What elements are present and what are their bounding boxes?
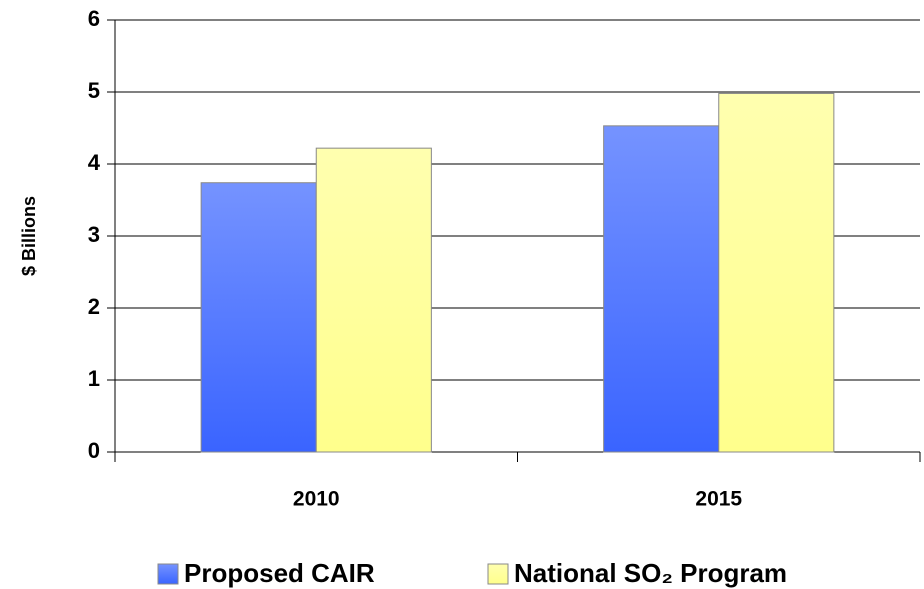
y-tick-label: 5 bbox=[88, 78, 100, 103]
y-tick-label: 4 bbox=[88, 150, 101, 175]
bar bbox=[200, 182, 317, 453]
y-tick-label: 2 bbox=[88, 294, 100, 319]
y-tick-label: 6 bbox=[88, 6, 100, 31]
bar bbox=[718, 92, 835, 453]
legend-label: Proposed CAIR bbox=[184, 558, 375, 588]
y-axis-label: $ Billions bbox=[19, 196, 39, 276]
bar bbox=[315, 147, 432, 453]
y-tick-label: 3 bbox=[88, 222, 100, 247]
x-tick-label: 2010 bbox=[293, 488, 340, 511]
legend-swatch bbox=[487, 563, 509, 585]
bar bbox=[603, 125, 720, 453]
y-tick-label: 0 bbox=[88, 438, 100, 463]
legend-swatch bbox=[157, 563, 179, 585]
x-tick-label: 2015 bbox=[695, 488, 742, 511]
y-tick-label: 1 bbox=[88, 366, 100, 391]
legend-label: National SO₂ Program bbox=[514, 558, 787, 588]
